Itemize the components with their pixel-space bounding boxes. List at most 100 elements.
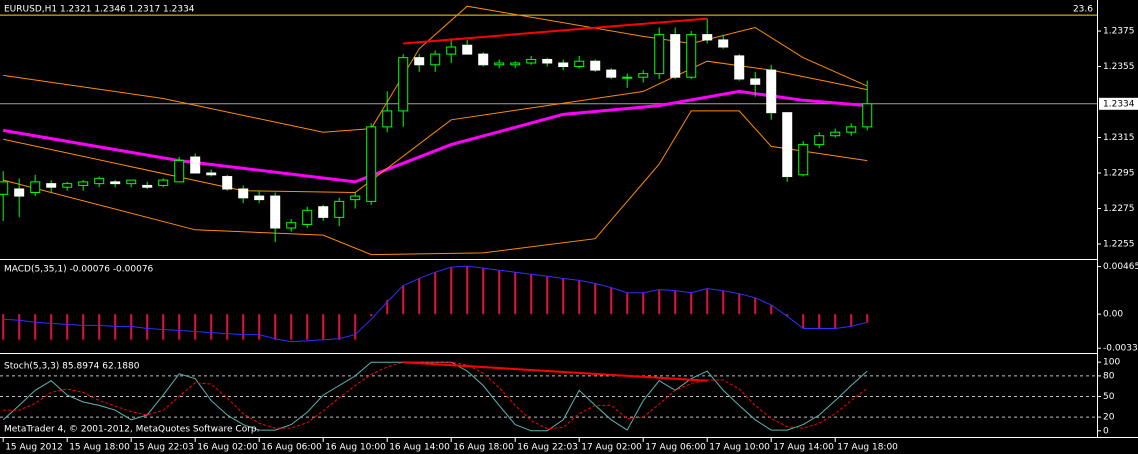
signal-line	[3, 265, 868, 343]
candle-body	[622, 76, 633, 79]
stoch-line	[3, 361, 868, 430]
histogram-bar	[50, 314, 53, 340]
candle-body	[782, 112, 793, 178]
histogram-bar	[370, 314, 373, 317]
histogram-bar	[306, 314, 309, 340]
candle-body	[110, 181, 121, 185]
histogram-bar	[434, 272, 437, 315]
histogram-bar	[242, 314, 245, 340]
x-tick-label: 16 Aug 02:00	[197, 443, 258, 453]
x-tick-label: 17 Aug 02:00	[581, 443, 642, 453]
candle-body	[558, 62, 569, 68]
x-tick-label: 17 Aug 14:00	[773, 443, 834, 453]
y-tick-label: 1.2315	[1103, 133, 1135, 143]
histogram-bar	[722, 290, 725, 315]
histogram-bar	[482, 268, 485, 315]
chart-title: EURUSD,H1 1.2321 1.2346 1.2317 1.2334	[4, 5, 195, 15]
candle-body	[846, 126, 857, 133]
y-tick-label: 1.2255	[1103, 239, 1135, 249]
candle-body	[414, 57, 425, 66]
candle-body	[494, 62, 505, 66]
x-tick-label: 16 Aug 10:00	[325, 443, 386, 453]
histogram-bar	[82, 314, 85, 340]
y-tick-label: 1.2355	[1103, 62, 1135, 72]
candle-body	[462, 44, 473, 55]
indicator-line	[3, 60, 868, 194]
candle-body	[350, 195, 361, 201]
histogram-bar	[498, 270, 501, 315]
histogram-bar	[690, 292, 693, 315]
candle-body	[158, 179, 169, 186]
histogram-bar	[802, 314, 805, 329]
histogram-bar	[850, 314, 853, 327]
y-tick-label: -0.00333	[1103, 344, 1138, 354]
candle-body	[62, 183, 73, 188]
histogram-bar	[66, 314, 69, 340]
candle-body	[366, 126, 377, 202]
candle-body	[238, 188, 249, 199]
histogram-bar	[562, 278, 565, 315]
candle-body	[574, 60, 585, 68]
candle-body	[702, 34, 713, 41]
histogram-bar	[770, 304, 773, 315]
x-tick-label: 16 Aug 22:03	[517, 443, 578, 453]
histogram-bar	[466, 266, 469, 315]
trendline	[403, 361, 708, 382]
histogram-bar	[146, 314, 149, 340]
candle-body	[542, 58, 553, 64]
x-tick-label: 15 Aug 2012	[5, 443, 63, 453]
macd-title: MACD(5,35,1) -0.00076 -0.00076	[4, 265, 154, 275]
candle-body	[0, 181, 9, 195]
histogram-bar	[594, 283, 597, 315]
candle-body	[798, 144, 809, 176]
footer: MetaTrader 4, © 2001-2012, MetaQuotes So…	[4, 425, 260, 435]
histogram-bar	[274, 314, 277, 340]
histogram-bar	[530, 274, 533, 315]
candle-body	[382, 110, 393, 128]
candle-body	[654, 34, 665, 75]
candle-body	[190, 156, 201, 174]
y-tick-label: 1.2275	[1103, 204, 1135, 214]
x-tick-label: 17 Aug 10:00	[709, 443, 770, 453]
candle-body	[590, 60, 601, 71]
candle-body	[318, 206, 329, 218]
histogram-bar	[322, 314, 325, 340]
histogram-bar	[114, 314, 117, 340]
histogram-bar	[418, 278, 421, 315]
histogram-bar	[514, 272, 517, 315]
candle-body	[478, 53, 489, 66]
histogram-bar	[786, 314, 789, 317]
histogram-bar	[642, 292, 645, 315]
histogram-bar	[450, 267, 453, 315]
candle-body	[174, 160, 185, 183]
y-tick-label: 100	[1103, 358, 1120, 368]
histogram-bar	[290, 314, 293, 340]
histogram-bar	[130, 314, 133, 340]
y-tick-label: 0.00465	[1103, 262, 1138, 272]
histogram-bar	[194, 314, 197, 340]
plot: 15 Aug 2012 15 Aug 18:00 15 Aug 22:03 16 Au…	[0, 5, 1138, 453]
indicator-line	[3, 110, 868, 256]
histogram-bar	[2, 314, 5, 340]
candle-body	[686, 34, 697, 78]
x-tick-label: 16 Aug 14:00	[389, 443, 450, 453]
candle-body	[142, 184, 153, 188]
candle-body	[78, 181, 89, 186]
fib-level-label: 23.6	[1073, 5, 1093, 15]
candle-body	[750, 78, 761, 85]
indicator-line	[2, 89, 868, 184]
candle-body	[254, 195, 265, 201]
histogram-bar	[34, 314, 37, 340]
y-tick-label: 20	[1103, 413, 1115, 423]
candle-body	[638, 73, 649, 78]
candle-body	[206, 172, 217, 176]
y-tick-label: 80	[1103, 371, 1115, 381]
current-price-label: 1.2334	[1103, 99, 1135, 109]
candle-body	[510, 62, 521, 66]
y-tick-label: 50	[1103, 392, 1115, 402]
candle-body	[718, 39, 729, 48]
x-tick-label: 16 Aug 06:00	[261, 443, 322, 453]
histogram-bar	[738, 293, 741, 315]
